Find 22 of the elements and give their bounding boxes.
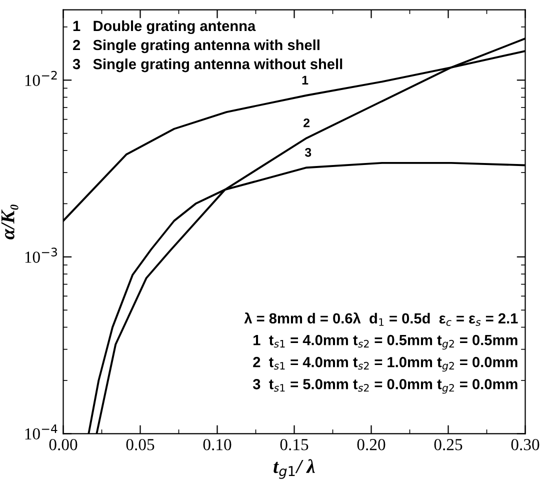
- y-axis-title: α/K₀: [1, 204, 18, 240]
- x-tick-label: 0.25: [434, 438, 462, 450]
- annotation: 3 t$_{s1}$ = 5.0mm t$_{s2}$ = 0.0mm t$_{g2}$ = 0.0mm: [252, 378, 518, 394]
- x-tick-label: 0.05: [126, 438, 154, 450]
- x-tick-label: 0.30: [511, 438, 540, 450]
- x-tick-label: 0.10: [203, 438, 232, 450]
- annotation: 2: [304, 118, 310, 128]
- x-tick-label: 0.20: [357, 438, 386, 450]
- annotation: 2 t$_{s1}$ = 4.0mm t$_{s2}$ = 1.0mm t$_{g2}$ = 0.0mm: [253, 356, 518, 372]
- x-axis-title: t$_{g1}$/ λ: [274, 459, 315, 479]
- annotation: 1 t$_{s1}$ = 4.0mm t$_{s2}$ = 0.5mm t$_{g2}$ = 0.5mm: [254, 334, 518, 350]
- annotation: 3: [304, 148, 312, 157]
- y-tick-label: 10$^{−4}$: [25, 424, 58, 440]
- annotation: 1 Double grating antenna: [73, 20, 256, 34]
- y-tick-label: 10$^{−3}$: [25, 248, 57, 263]
- annotation: 2 Single grating antenna with shell: [72, 39, 320, 54]
- x-tick-label: 0.00: [49, 438, 78, 450]
- x-tick-label: 0.15: [280, 438, 308, 450]
- annotation: λ = 8mm d = 0.6λ d$_{1}$ = 0.5d ε$_{c}$ = ε$_{s}$ = 2.1: [244, 312, 518, 326]
- annotation: 3 Single grating antenna without shell: [72, 58, 342, 72]
- y-tick-label: 10$^{−2}$: [25, 70, 57, 86]
- annotation: 1: [302, 76, 308, 84]
